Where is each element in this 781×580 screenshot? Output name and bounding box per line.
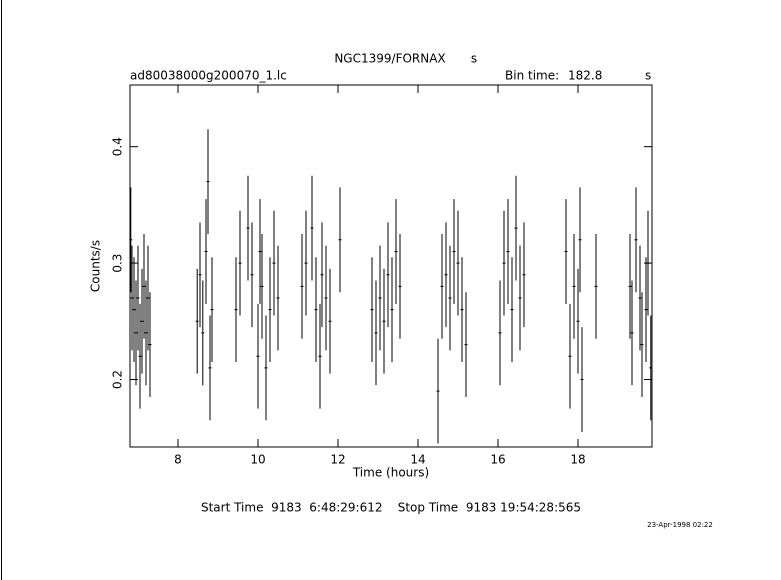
error-bar [204, 199, 208, 304]
error-bar [398, 233, 402, 339]
y-tick-label: 0.4 [111, 137, 125, 156]
error-bar [130, 245, 134, 351]
error-bar [630, 280, 634, 386]
error-bar [250, 222, 254, 328]
x-tick-label: 10 [250, 453, 265, 467]
date: 23-Apr-1998 02:22 [647, 521, 713, 529]
error-bar [201, 280, 205, 386]
error-bar [314, 257, 318, 363]
error-bar [448, 245, 452, 351]
error-bar [276, 245, 280, 351]
error-bar [394, 199, 398, 304]
error-bar [594, 233, 598, 339]
error-bar [568, 303, 572, 409]
error-bar [578, 187, 582, 293]
error-bar [498, 280, 502, 386]
error-bar [238, 210, 242, 316]
error-bar [129, 187, 133, 293]
chart-title: NGC1399/FORNAX [334, 52, 445, 66]
error-bar [260, 233, 264, 339]
bin-time-unit: s [645, 69, 651, 83]
error-bar [272, 210, 276, 316]
error-bar [134, 280, 138, 386]
error-bar [310, 175, 314, 281]
error-bar [580, 327, 584, 432]
y-tick-label: 0.2 [111, 370, 125, 389]
error-bar [628, 233, 632, 339]
error-bar [576, 268, 580, 374]
error-bar [210, 257, 214, 363]
error-bar [268, 257, 272, 363]
x-tick-label: 18 [570, 453, 585, 467]
error-bar [140, 268, 144, 374]
error-bar [382, 268, 386, 374]
error-bar [646, 210, 650, 316]
error-bar [638, 245, 642, 351]
error-bar [138, 303, 142, 409]
error-bar [510, 257, 514, 363]
x-tick-label: 16 [490, 453, 505, 467]
x-axis-label: Time (hours) [352, 466, 429, 480]
error-bar [195, 268, 199, 374]
error-bar [146, 245, 150, 351]
error-bar [649, 315, 653, 421]
error-bar [318, 303, 322, 409]
x-tick-label: 8 [174, 453, 182, 467]
error-bar [206, 129, 210, 234]
error-bar [246, 175, 250, 281]
error-bar [436, 338, 440, 444]
error-bar [264, 315, 268, 421]
error-bar [644, 257, 648, 363]
error-bar [144, 280, 148, 386]
error-bar [390, 257, 394, 363]
error-bar [234, 257, 238, 363]
error-bar [198, 222, 202, 328]
error-bar [572, 233, 576, 339]
error-bar [304, 210, 308, 316]
error-bar [444, 222, 448, 328]
error-bar [456, 210, 460, 316]
error-bar [324, 245, 328, 351]
error-bar [506, 199, 510, 304]
error-bar [142, 233, 146, 339]
error-bar [452, 199, 456, 304]
error-bar [256, 303, 260, 409]
x-tick-label: 12 [330, 453, 345, 467]
y-axis-label: Counts/s [89, 240, 103, 292]
bin-time-label: Bin time: [505, 69, 559, 83]
error-bar [640, 292, 644, 397]
error-bar [564, 199, 568, 304]
error-bar [374, 280, 378, 386]
error-bar [370, 257, 374, 363]
error-bar [338, 187, 342, 293]
error-bar [328, 268, 332, 374]
error-bar [132, 257, 136, 363]
error-bar [522, 222, 526, 328]
bin-time: 182.8 [568, 69, 602, 83]
error-bar [634, 187, 638, 293]
error-bar [518, 245, 522, 351]
error-bar [502, 210, 506, 316]
error-bar [300, 233, 304, 339]
error-bar [514, 175, 518, 281]
error-bar [386, 222, 390, 328]
y-tick-label: 0.3 [111, 254, 125, 273]
subtitle: ad80038000g200070_1.lc [130, 69, 287, 83]
x-tick-label: 14 [410, 453, 425, 467]
plot-frame [129, 84, 653, 448]
error-bar [378, 245, 382, 351]
error-bar [258, 199, 262, 304]
error-bar [440, 233, 444, 339]
error-bar [460, 257, 464, 363]
error-bar [464, 292, 468, 397]
error-bar [320, 222, 324, 328]
footer: Start Time 9183 6:48:29:612 Stop Time 91… [201, 501, 581, 515]
error-bar [136, 245, 140, 351]
error-bar [148, 292, 152, 397]
title-unit: s [471, 52, 477, 66]
error-bar [208, 315, 212, 421]
